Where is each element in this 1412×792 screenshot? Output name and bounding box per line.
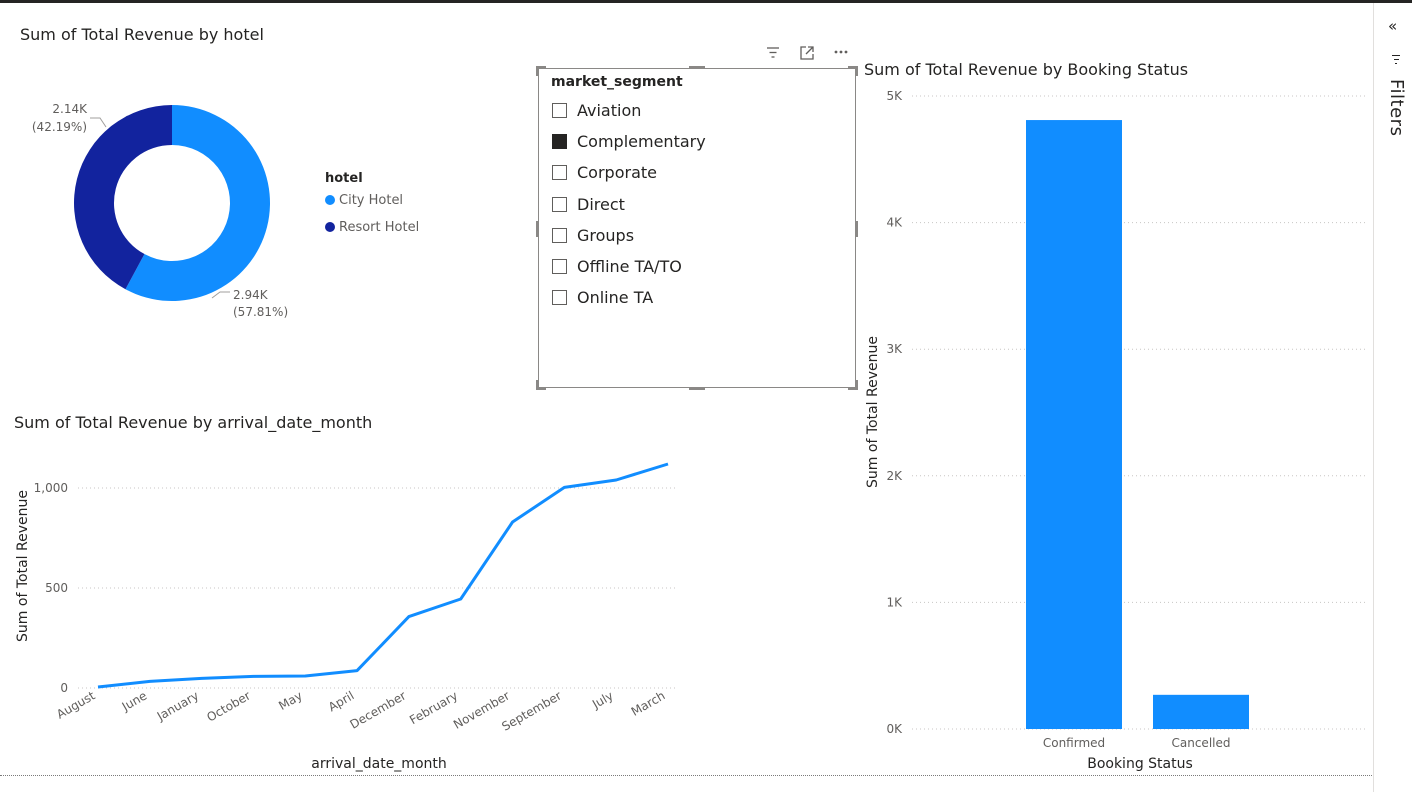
visual-header-icons bbox=[760, 42, 860, 64]
y-tick-label: 500 bbox=[45, 581, 68, 595]
y-tick-label: 1,000 bbox=[34, 481, 68, 495]
y-tick-label: 1K bbox=[886, 595, 903, 609]
slicer-item-label: Online TA bbox=[577, 287, 654, 307]
x-tick-label: October bbox=[204, 688, 253, 724]
x-axis-title: arrival_date_month bbox=[311, 756, 447, 772]
window-top-border bbox=[0, 0, 1412, 3]
bar[interactable] bbox=[1153, 694, 1249, 729]
slicer-item[interactable]: Online TA bbox=[552, 285, 653, 309]
leader-line bbox=[211, 291, 230, 299]
donut-chart-title: Sum of Total Revenue by hotel bbox=[20, 25, 264, 44]
y-tick-label: 0 bbox=[60, 681, 68, 695]
x-tick-label: Confirmed bbox=[1043, 736, 1105, 750]
x-tick-label: July bbox=[589, 688, 616, 711]
x-tick-label: January bbox=[154, 688, 201, 723]
donut-slice[interactable] bbox=[125, 105, 270, 301]
resize-handle[interactable] bbox=[536, 66, 539, 76]
checkbox[interactable] bbox=[552, 227, 567, 243]
resize-handle[interactable] bbox=[536, 380, 539, 390]
more-options-icon[interactable] bbox=[830, 42, 852, 64]
x-tick-label: March bbox=[629, 688, 668, 718]
resize-handle[interactable] bbox=[855, 66, 858, 76]
donut-data-label: 2.14K bbox=[52, 102, 88, 116]
donut-chart[interactable]: 2.94K (57.81%) 2.14K (42.19%) hotel City Hote… bbox=[0, 70, 470, 340]
donut-data-label: 2.94K bbox=[233, 288, 269, 302]
slicer-item-label: Offline TA/TO bbox=[577, 256, 682, 276]
resize-handle[interactable] bbox=[536, 221, 539, 237]
x-tick-label: May bbox=[276, 688, 304, 713]
x-tick-label: September bbox=[499, 688, 563, 733]
bar-chart-title: Sum of Total Revenue by Booking Status bbox=[864, 60, 1189, 79]
y-tick-label: 4K bbox=[886, 216, 903, 230]
y-tick-label: 3K bbox=[886, 342, 903, 356]
slicer-item[interactable]: Direct bbox=[552, 192, 625, 216]
y-tick-label: 0K bbox=[886, 722, 903, 736]
checkbox[interactable] bbox=[552, 102, 567, 118]
y-axis-title: Sum of Total Revenue bbox=[865, 336, 881, 488]
legend-title: hotel bbox=[325, 171, 363, 186]
checked-checkbox[interactable] bbox=[552, 133, 567, 149]
x-tick-label: December bbox=[348, 688, 409, 731]
slicer-item[interactable]: Corporate bbox=[552, 160, 657, 184]
slicer-item-label: Complementary bbox=[577, 131, 706, 151]
checkbox[interactable] bbox=[552, 258, 567, 274]
collapse-pane-icon[interactable]: « bbox=[1388, 17, 1398, 35]
filter-funnel-icon bbox=[1392, 55, 1400, 65]
slicer-item[interactable]: Complementary bbox=[552, 129, 706, 153]
donut-data-label: (57.81%) bbox=[233, 305, 288, 319]
x-axis-title: Booking Status bbox=[1087, 756, 1193, 772]
line-chart-title: Sum of Total Revenue by arrival_date_mon… bbox=[14, 413, 373, 432]
legend-marker bbox=[325, 195, 335, 205]
x-tick-label: April bbox=[326, 688, 357, 714]
resize-handle[interactable] bbox=[848, 66, 858, 69]
x-tick-label: June bbox=[119, 688, 150, 714]
slicer-item[interactable]: Offline TA/TO bbox=[552, 254, 682, 278]
resize-handle[interactable] bbox=[689, 387, 705, 390]
resize-handle[interactable] bbox=[689, 66, 705, 69]
slicer-item-label: Corporate bbox=[577, 162, 657, 182]
legend-item[interactable]: Resort Hotel bbox=[339, 220, 419, 235]
leader-line bbox=[90, 117, 107, 128]
market-segment-slicer[interactable]: market_segment Aviation Complementary Corp… bbox=[538, 68, 856, 388]
canvas-bottom-boundary bbox=[0, 775, 1372, 776]
donut-slice[interactable] bbox=[73, 105, 172, 290]
y-tick-label: 2K bbox=[886, 469, 903, 483]
slicer-header: market_segment bbox=[551, 74, 683, 90]
slicer-item[interactable]: Aviation bbox=[552, 98, 641, 122]
checkbox[interactable] bbox=[552, 289, 567, 305]
slicer-item-label: Groups bbox=[577, 225, 635, 245]
slicer-item[interactable]: Groups bbox=[552, 223, 634, 247]
line-series[interactable] bbox=[97, 462, 669, 689]
legend-item[interactable]: City Hotel bbox=[339, 193, 403, 208]
resize-handle[interactable] bbox=[536, 66, 546, 69]
filter-icon[interactable] bbox=[762, 42, 784, 64]
checkbox[interactable] bbox=[552, 196, 567, 212]
donut-data-label: (42.19%) bbox=[32, 120, 87, 134]
y-axis-title: Sum of Total Revenue bbox=[15, 490, 31, 642]
bar-chart[interactable]: 0K 1K 2K 3K 4K 5K Confirmed Cancelled Booking St… bbox=[860, 80, 1370, 775]
filters-pane: « Filters bbox=[1373, 3, 1412, 792]
focus-mode-icon[interactable] bbox=[796, 42, 818, 64]
resize-handle[interactable] bbox=[536, 387, 546, 390]
slicer-item-label: Direct bbox=[577, 194, 625, 214]
slicer-item-label: Aviation bbox=[577, 100, 642, 120]
filters-label[interactable]: Filters bbox=[1386, 79, 1407, 137]
legend-marker bbox=[325, 222, 335, 232]
y-tick-label: 5K bbox=[886, 89, 903, 103]
resize-handle[interactable] bbox=[848, 387, 858, 390]
x-tick-label: Cancelled bbox=[1172, 736, 1231, 750]
resize-handle[interactable] bbox=[855, 221, 858, 237]
checkbox[interactable] bbox=[552, 164, 567, 180]
resize-handle[interactable] bbox=[855, 380, 858, 390]
bar[interactable] bbox=[1026, 120, 1122, 729]
